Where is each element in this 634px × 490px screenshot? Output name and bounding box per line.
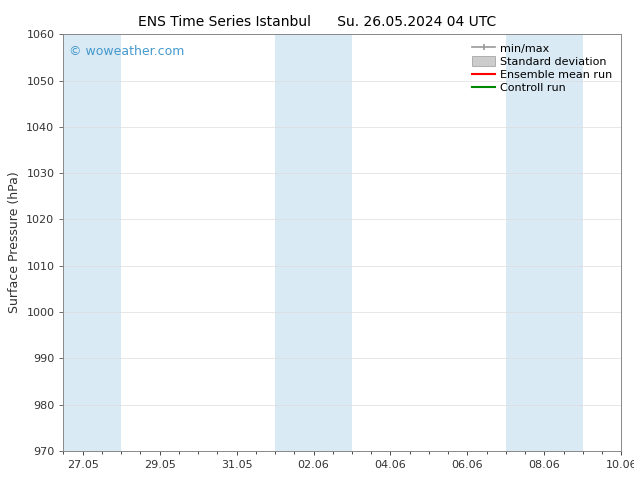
Text: © woweather.com: © woweather.com	[69, 45, 184, 58]
Text: ENS Time Series Istanbul      Su. 26.05.2024 04 UTC: ENS Time Series Istanbul Su. 26.05.2024 …	[138, 15, 496, 29]
Bar	[44, 34, 121, 451]
Bar	[506, 34, 583, 451]
Bar	[275, 34, 352, 451]
Legend: min/max, Standard deviation, Ensemble mean run, Controll run: min/max, Standard deviation, Ensemble me…	[469, 40, 616, 97]
Y-axis label: Surface Pressure (hPa): Surface Pressure (hPa)	[8, 172, 21, 314]
